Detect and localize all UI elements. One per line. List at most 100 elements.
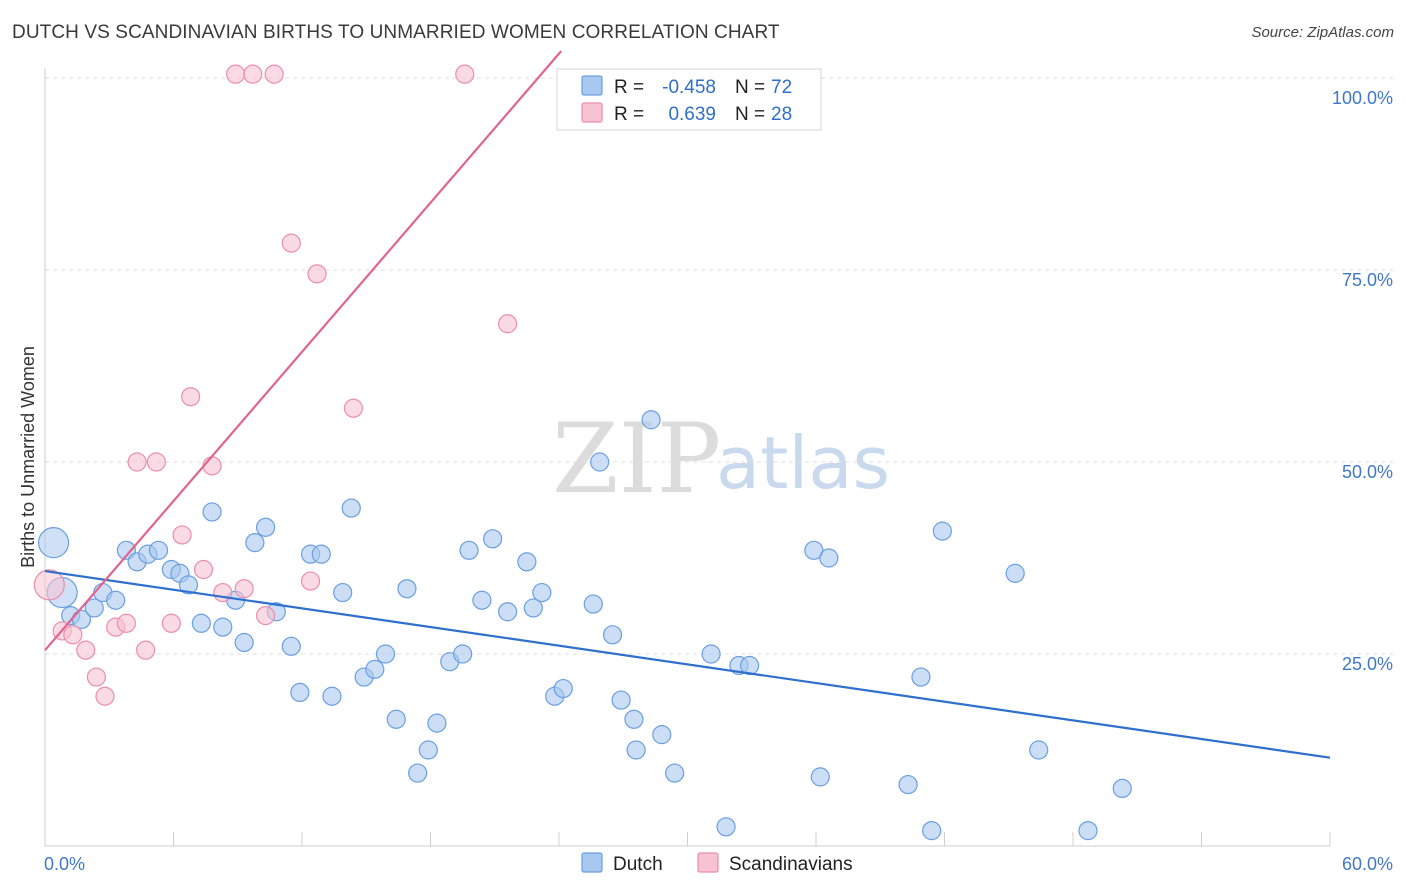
series-legend-swatch-scandinavians [697,852,719,873]
series-legend: Dutch Scandinavians [581,852,853,875]
dutch-point [311,544,331,564]
dutch-point [602,625,623,645]
series-legend-swatch-dutch [581,852,603,873]
scandinavians-point [343,398,363,418]
legend-n-value-dutch: 72 [771,77,792,98]
dutch-point [397,579,417,599]
dutch-point [624,709,644,729]
dutch-point [408,763,428,783]
dutch-point [202,502,222,522]
dutch-point [37,527,70,559]
x-axis-ticks [173,832,1331,846]
scandinavians-point [63,625,83,645]
dutch-point [178,575,199,595]
dutch-point [333,582,353,603]
dutch-point [532,582,552,603]
series-legend-label-scandinavians: Scandinavians [729,854,853,875]
source-label: Source: ZipAtlas.com [1251,24,1394,41]
scandinavians-point [116,613,136,633]
legend-n-label-scandinavians: N = [735,104,765,125]
dutch-point [590,452,610,472]
dutch-point [898,774,918,795]
dutch-point [427,713,447,733]
scandinavians-point [161,613,181,633]
scandinavians-point [95,686,115,706]
scandinavians-point [255,605,276,626]
dutch-point [106,590,126,610]
legend-r-value-dutch: -0.458 [662,77,716,98]
dutch-point [84,598,104,618]
y-tick-label-25: 25.0% [1342,654,1393,674]
dutch-point [148,540,169,560]
dutch-point [553,678,573,699]
scandinavian-trend-line [44,50,562,651]
dutch-point [523,598,543,618]
dutch-point [932,521,952,541]
y-axis-label: Births to Unmarried Women [18,346,38,568]
scandinavians-point [234,579,254,599]
correlation-legend: R = -0.458 N = 72 R = 0.639 N = 28 [556,68,822,131]
legend-n-label-dutch: N = [735,77,765,98]
dutch-point [665,763,685,783]
scandinavians-point [181,387,201,407]
scandinavians-point [455,64,475,84]
dutch-point [716,817,736,837]
dutch-point [290,682,310,703]
dutch-point [652,725,672,745]
scandinavians-point [281,233,301,253]
scandinavians-point [76,640,96,660]
dutch-point [213,617,233,637]
scandinavians-point [226,64,246,84]
dutch-point [626,740,646,760]
x-tick-label-min: 0.0% [44,854,85,874]
legend-swatch-dutch [581,75,603,96]
dutch-point [517,552,537,572]
dutch-point [583,594,603,614]
legend-r-label-dutch: R = [614,77,644,98]
chart-title: DUTCH VS SCANDINAVIAN BIRTHS TO UNMARRIE… [12,22,780,43]
dutch-point [922,821,942,841]
y-tick-label-100: 100.0% [1332,88,1393,108]
watermark-zip: ZIP [552,403,721,515]
scandinavians-point [127,452,147,472]
dutch-point [386,709,406,729]
y-axis-tick-labels: 25.0% 50.0% 75.0% 100.0% [1332,88,1393,674]
dutch-point [341,498,361,518]
dutch-point [472,590,492,610]
y-tick-label-50: 50.0% [1342,462,1393,482]
legend-r-value-scandinavians: 0.639 [668,104,716,125]
legend-r-label-scandinavians: R = [614,104,644,125]
dutch-point [453,644,473,664]
gridlines [45,77,1393,655]
dutch-point [611,690,631,710]
dutch-point [322,686,342,706]
x-tick-label-max: 60.0% [1342,854,1393,874]
scandinavians-point [193,559,214,580]
dutch-point [1112,778,1132,799]
dutch-point [641,410,661,430]
scandinavians-point [136,640,156,660]
dutch-point [255,517,276,537]
scandinavians-point [146,452,166,472]
dutch-point [701,644,721,664]
dutch-point [234,632,254,653]
dutch-point [375,644,396,664]
dutch-point [281,636,301,656]
dutch-point [911,667,931,687]
dutch-point [810,767,830,787]
scandinavians-point [86,667,107,687]
dutch-point [483,529,503,549]
y-tick-label-75: 75.0% [1342,270,1393,290]
dutch-point [740,655,760,676]
scandinavians-point [172,525,192,545]
scandinavians-point [307,264,327,284]
dutch-point [1078,821,1098,841]
dutch-point [418,740,438,760]
dutch-point [245,533,265,553]
dutch-point [819,548,839,568]
legend-n-value-scandinavians: 28 [771,104,792,125]
dutch-trend-line [44,569,1331,759]
dutch-point [498,602,518,622]
dutch-point [804,540,824,560]
